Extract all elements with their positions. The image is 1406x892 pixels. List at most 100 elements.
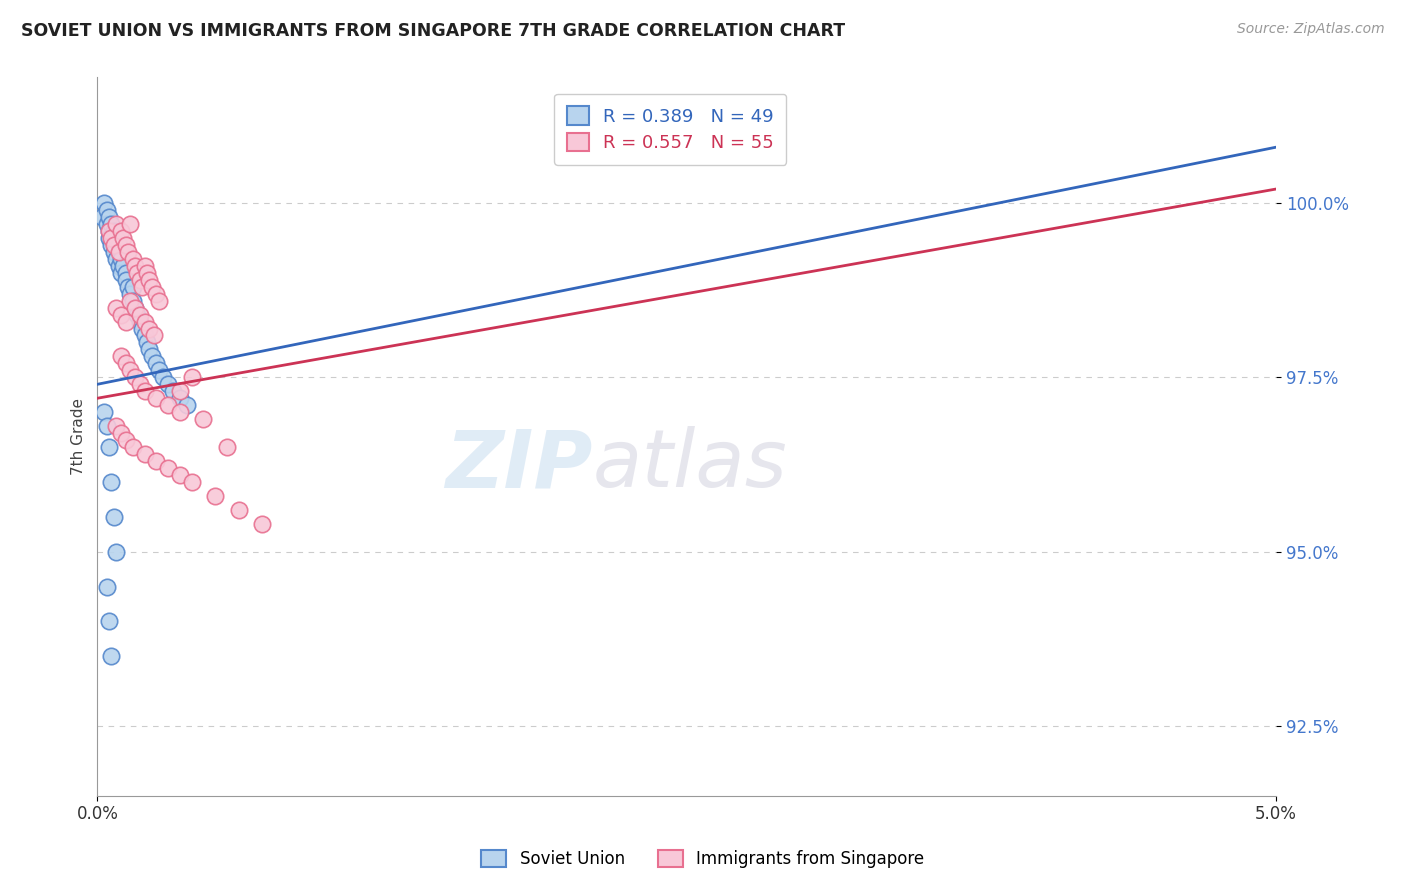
Point (121, 440, 143, 454)
Point (142, 328, 165, 343)
Point (252, 516, 274, 531)
Point (138, 321, 160, 335)
Text: Source: ZipAtlas.com: Source: ZipAtlas.com (1237, 22, 1385, 37)
Point (105, 217, 128, 231)
Point (110, 350, 132, 364)
Point (135, 266, 157, 280)
Point (114, 314, 136, 328)
Point (124, 259, 146, 273)
Point (100, 237, 122, 252)
Point (107, 259, 129, 273)
Point (98, 224, 121, 238)
Point (110, 224, 132, 238)
Point (152, 370, 174, 384)
Point (120, 363, 142, 377)
Point (148, 363, 170, 377)
Point (105, 544, 128, 558)
Point (121, 279, 143, 293)
Point (103, 237, 125, 252)
Point (114, 433, 136, 447)
Point (145, 356, 167, 370)
Point (114, 266, 136, 280)
Point (100, 231, 122, 245)
Point (98, 224, 121, 238)
Point (128, 273, 150, 287)
Point (98, 440, 121, 454)
Point (193, 412, 215, 426)
Point (127, 266, 149, 280)
Point (103, 509, 125, 524)
Point (134, 447, 156, 461)
Point (105, 301, 128, 315)
Point (117, 279, 139, 293)
Point (103, 244, 125, 259)
Point (138, 273, 160, 287)
Point (169, 384, 191, 399)
Point (93, 405, 115, 419)
Point (110, 266, 132, 280)
Point (96, 419, 118, 434)
Point (107, 244, 129, 259)
Point (105, 419, 128, 434)
Point (134, 314, 156, 328)
Point (103, 224, 125, 238)
Point (176, 398, 198, 412)
Point (124, 370, 146, 384)
Point (141, 279, 163, 293)
Point (100, 649, 122, 664)
Point (157, 377, 180, 392)
Point (121, 252, 143, 266)
Point (134, 259, 156, 273)
Text: SOVIET UNION VS IMMIGRANTS FROM SINGAPORE 7TH GRADE CORRELATION CHART: SOVIET UNION VS IMMIGRANTS FROM SINGAPOR… (21, 22, 845, 40)
Point (169, 405, 191, 419)
Point (127, 308, 149, 322)
Point (157, 398, 180, 412)
Point (180, 475, 202, 489)
Point (96, 580, 118, 594)
Point (107, 237, 129, 252)
Point (121, 293, 143, 308)
Point (148, 293, 170, 308)
Point (100, 475, 122, 489)
Point (105, 252, 128, 266)
Point (114, 356, 136, 370)
Point (131, 279, 153, 293)
Point (110, 252, 132, 266)
Point (110, 308, 132, 322)
Point (93, 196, 115, 211)
Point (100, 217, 122, 231)
Point (124, 301, 146, 315)
Point (120, 293, 142, 308)
Point (169, 467, 191, 482)
Point (98, 615, 121, 629)
Point (138, 343, 160, 357)
Point (96, 202, 118, 217)
Text: atlas: atlas (592, 426, 787, 504)
Point (141, 350, 163, 364)
Point (112, 259, 135, 273)
Point (128, 377, 150, 392)
Point (128, 314, 150, 328)
Point (145, 454, 167, 468)
Point (180, 370, 202, 384)
Point (105, 231, 128, 245)
Point (134, 384, 156, 399)
Point (134, 328, 156, 343)
Point (135, 335, 157, 350)
Point (131, 321, 153, 335)
Point (98, 231, 121, 245)
Point (91, 210, 114, 224)
Legend: Soviet Union, Immigrants from Singapore: Soviet Union, Immigrants from Singapore (475, 843, 931, 875)
Point (169, 391, 191, 405)
Point (128, 308, 150, 322)
Point (114, 273, 136, 287)
Y-axis label: 7th Grade: 7th Grade (72, 398, 86, 475)
Point (162, 384, 184, 399)
Point (228, 503, 250, 517)
Point (98, 210, 121, 224)
Point (114, 237, 136, 252)
Point (120, 286, 142, 301)
Legend: R = 0.389   N = 49, R = 0.557   N = 55: R = 0.389 N = 49, R = 0.557 N = 55 (554, 94, 786, 165)
Point (204, 489, 226, 503)
Point (110, 426, 132, 441)
